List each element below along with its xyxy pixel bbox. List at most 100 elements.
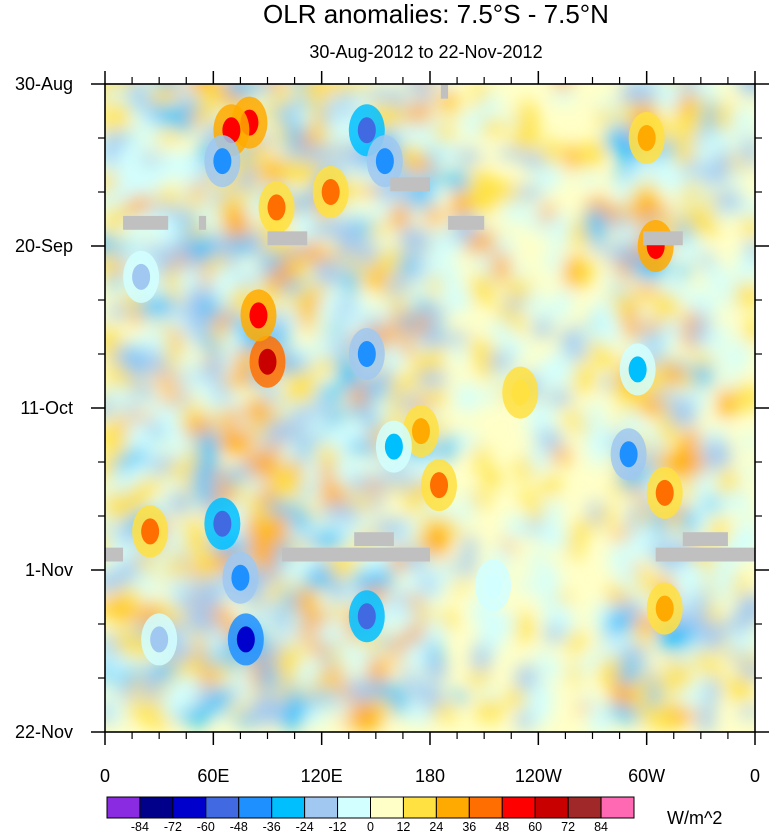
field-blob xyxy=(473,443,488,472)
field-blob xyxy=(731,488,749,509)
field-blob xyxy=(700,163,731,184)
missing-data-band xyxy=(354,532,394,547)
feature-core xyxy=(511,379,530,406)
field-blob xyxy=(422,617,446,651)
colorbar-level-label: -84 xyxy=(131,820,149,834)
field-blob xyxy=(389,350,406,371)
field-blob xyxy=(653,700,680,732)
y-tick-label: 1-Nov xyxy=(25,560,73,580)
feature-core xyxy=(258,348,277,375)
colorbar-level-label: -24 xyxy=(296,820,314,834)
x-tick-label: 120W xyxy=(515,766,562,786)
field-blob xyxy=(733,282,755,308)
feature-core xyxy=(619,441,638,468)
field-blob xyxy=(588,705,612,732)
colorbar-swatch xyxy=(238,796,273,819)
feature-core xyxy=(628,356,647,383)
field-blob xyxy=(197,579,223,613)
field-blob xyxy=(223,392,240,411)
field-blob xyxy=(250,228,265,260)
field-blob xyxy=(613,292,628,320)
field-blob xyxy=(369,221,387,237)
field-blob xyxy=(305,310,320,326)
field-blob xyxy=(698,702,714,732)
field-blob xyxy=(668,708,696,724)
field-blob xyxy=(515,579,541,592)
field-blob xyxy=(125,418,156,452)
missing-data-band xyxy=(448,215,485,230)
field-blob xyxy=(608,543,630,574)
field-blob xyxy=(655,84,681,111)
colorbar-swatch xyxy=(402,796,437,819)
colorbar-level-label: -36 xyxy=(263,820,281,834)
field-blob xyxy=(445,286,470,314)
field-blob xyxy=(283,473,298,500)
field-blob xyxy=(305,705,327,728)
field-blob xyxy=(352,700,375,732)
colorbar-swatch xyxy=(172,796,207,819)
field-blob xyxy=(705,215,720,234)
field-blob xyxy=(121,494,134,519)
field-blob xyxy=(137,348,160,371)
field-blob xyxy=(727,630,749,653)
field-blob xyxy=(702,428,728,440)
missing-data-band xyxy=(643,231,683,246)
field-blob xyxy=(632,156,653,191)
field-blob xyxy=(544,259,560,275)
field-blob xyxy=(119,584,141,613)
field-blob xyxy=(121,404,138,417)
field-blob xyxy=(165,340,181,369)
field-blob xyxy=(461,535,477,560)
field-blob xyxy=(351,421,370,442)
feature-core xyxy=(150,626,169,653)
field-blob xyxy=(132,336,151,350)
field-blob xyxy=(705,260,725,291)
field-blob xyxy=(167,220,181,234)
field-blob xyxy=(692,472,715,498)
field-blob xyxy=(633,285,662,296)
field-blob xyxy=(598,508,618,524)
field-blob xyxy=(400,330,416,359)
field-blob xyxy=(652,291,680,319)
field-blob xyxy=(139,476,163,493)
field-blob xyxy=(515,186,544,200)
field-blob xyxy=(376,567,394,589)
colorbar-swatch xyxy=(304,796,339,819)
field-blob xyxy=(249,657,264,691)
field-blob xyxy=(256,572,280,585)
colorbar-level-label: 12 xyxy=(396,820,410,834)
field-blob xyxy=(193,691,207,704)
field-blob xyxy=(451,691,469,703)
feature-core xyxy=(213,510,232,537)
field-blob xyxy=(236,263,260,276)
field-blob xyxy=(431,704,458,721)
field-blob xyxy=(516,455,533,483)
field-blob xyxy=(266,513,291,547)
field-blob xyxy=(178,552,192,565)
field-blob xyxy=(631,701,652,712)
field-blob xyxy=(203,219,224,231)
field-blob xyxy=(609,684,637,707)
field-blob xyxy=(206,701,221,715)
field-blob xyxy=(442,102,465,115)
field-blob xyxy=(188,363,204,390)
field-blob xyxy=(340,713,357,726)
field-blob xyxy=(531,319,553,338)
field-blob xyxy=(436,262,461,287)
field-blob xyxy=(450,349,468,363)
field-blob xyxy=(177,393,192,406)
field-blob xyxy=(349,475,371,494)
colorbar-swatch xyxy=(106,796,141,819)
colorbar-level-label: -12 xyxy=(329,820,347,834)
field-blob xyxy=(453,150,483,163)
field-blob xyxy=(553,289,572,319)
plot-area xyxy=(105,84,755,732)
colorbar-swatch xyxy=(501,796,536,819)
field-blob xyxy=(215,659,229,683)
colorbar: -84 -72 -60 -48 -36 -24 -12 0 12 24 36 48 60 72 84 xyxy=(106,796,635,834)
field-blob xyxy=(212,312,235,331)
field-blob xyxy=(284,308,300,332)
field-blob xyxy=(105,689,116,701)
field-blob xyxy=(623,306,643,340)
